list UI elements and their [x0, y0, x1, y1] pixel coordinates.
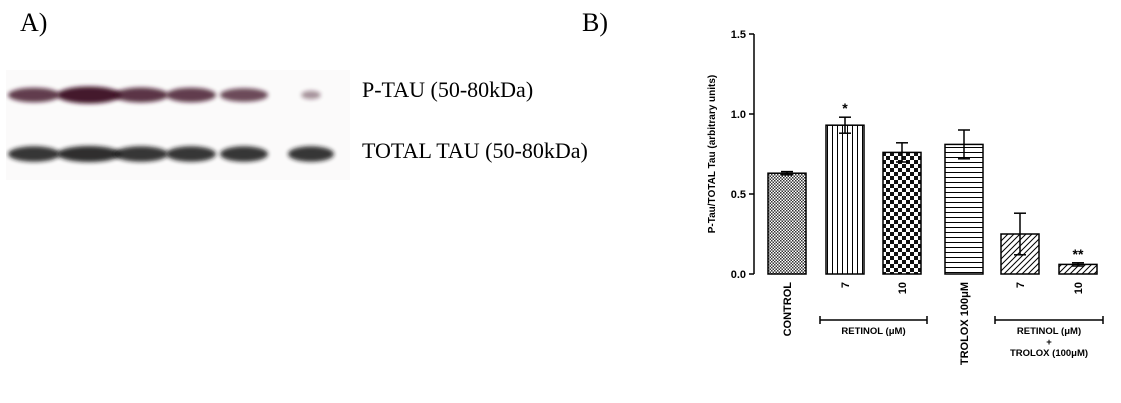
x-tick-label: 7	[840, 282, 852, 288]
blot-band	[301, 90, 321, 100]
significance-marker: *	[842, 100, 848, 116]
x-tick-label: CONTROL	[782, 282, 794, 337]
y-tick-label: 1.0	[731, 109, 746, 121]
blot-band	[114, 146, 168, 162]
blot-band	[8, 87, 60, 103]
x-tick-label: 10	[1073, 282, 1085, 294]
blot-band	[166, 146, 216, 162]
panel-b-label: B)	[582, 8, 608, 37]
group-label-line3: TROLOX (100μM)	[1010, 348, 1088, 359]
y-tick-label: 0.0	[731, 269, 746, 281]
x-tick-label: TROLOX 100μM	[959, 282, 971, 365]
blot-band	[8, 146, 60, 162]
bar	[944, 143, 984, 275]
western-blot-image	[6, 70, 350, 180]
western-blot-svg	[8, 86, 334, 162]
y-tick-label: 0.5	[731, 189, 746, 201]
blot-band	[288, 146, 334, 162]
group-label: RETINOL (μM)	[841, 326, 905, 337]
group-label: RETINOL (μM)	[1017, 326, 1081, 337]
blot-band	[220, 88, 268, 102]
bar	[767, 172, 807, 275]
blot-band	[166, 87, 216, 103]
x-tick-label: 7	[1015, 282, 1027, 288]
blot-band	[220, 146, 268, 162]
total-tau-band-label: TOTAL TAU (50-80kDa)	[362, 138, 588, 163]
p-tau-band-label: P-TAU (50-80kDa)	[362, 77, 534, 102]
y-tick-label: 1.5	[731, 29, 746, 41]
blot-band	[114, 87, 168, 103]
bar	[882, 151, 922, 275]
x-tick-label: 10	[897, 282, 909, 294]
panel-a-label: A)	[20, 8, 48, 37]
significance-marker: **	[1073, 246, 1084, 262]
group-label-plus: +	[1046, 337, 1052, 348]
blot-band	[57, 86, 121, 104]
blot-band	[57, 146, 121, 162]
y-axis-label: P-Tau/TOTAL Tau (arbitrary units)	[707, 75, 718, 234]
bar-chart: 0.0 0.5 1.0 1.5 P-Tau/TOTAL Tau (arbitrary u…	[707, 29, 1104, 365]
bar	[825, 124, 865, 275]
